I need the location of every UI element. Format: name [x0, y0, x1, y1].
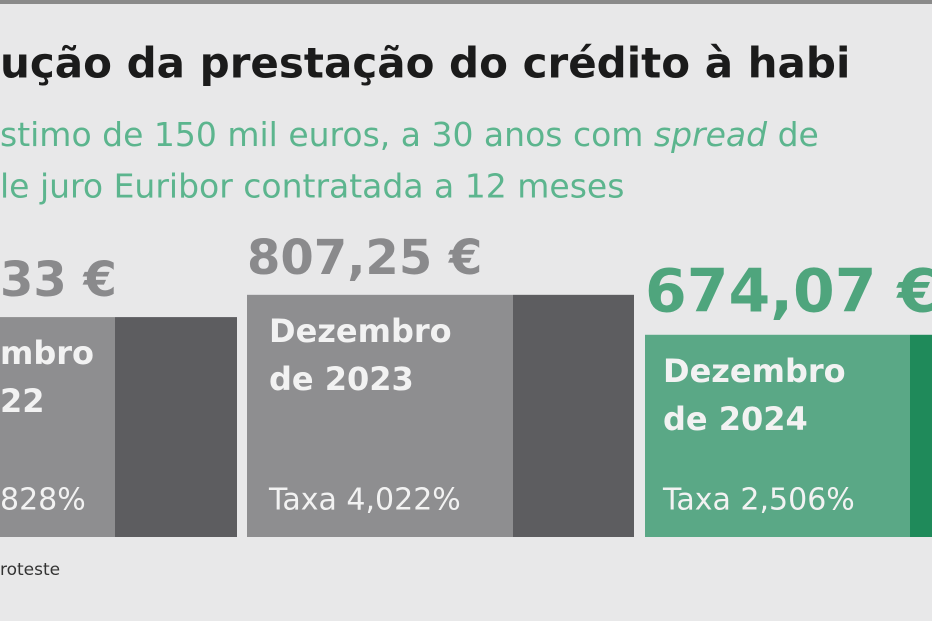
value-label: 33 €: [0, 252, 117, 308]
bar: [645, 334, 910, 537]
bar-category: de 2023: [269, 360, 414, 398]
bar-side: [115, 317, 237, 537]
value-label: 674,07 €: [645, 256, 932, 326]
source: roteste: [0, 560, 60, 580]
chart-title: ução da prestação do crédito à habi: [0, 39, 850, 88]
subtitle-part: stimo de 150 mil euros, a 30 anos com: [0, 115, 643, 154]
bar-category: 22: [0, 382, 45, 420]
value-label: 807,25 €: [247, 230, 482, 286]
bar-category: de 2024: [663, 400, 808, 438]
bar-rate: Taxa 2,506%: [662, 483, 855, 518]
bar-side: [513, 294, 634, 537]
subtitle-part: de: [778, 115, 819, 154]
bar-rate: 828%: [0, 483, 86, 518]
bar-category: mbro: [0, 334, 94, 372]
bar-rate: Taxa 4,022%: [268, 483, 461, 518]
bar-side: [910, 334, 932, 537]
subtitle-part: spread: [654, 115, 768, 154]
bar: [0, 317, 115, 537]
top-rule: [0, 0, 932, 4]
bar-category: Dezembro: [663, 352, 846, 390]
bar: [247, 294, 513, 537]
bar-category: Dezembro: [269, 312, 452, 350]
subtitle: stimo de 150 mil euros, a 30 anos com sp…: [0, 115, 819, 154]
subtitle: le juro Euribor contratada a 12 meses: [0, 167, 624, 206]
